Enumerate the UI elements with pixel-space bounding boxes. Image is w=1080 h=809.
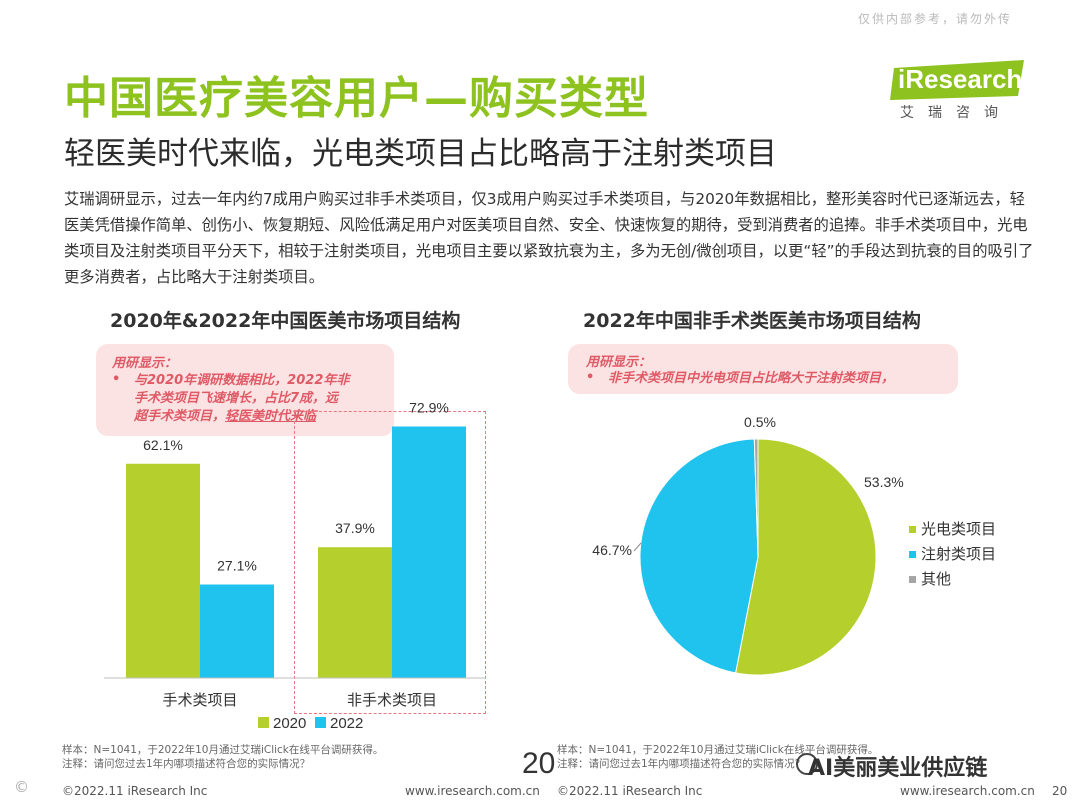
copyright-right: ©2022.11 iResearch Inc: [557, 784, 703, 798]
page-number-small: 20: [1052, 784, 1068, 798]
x-tick-label-0: 手术类项目: [162, 691, 237, 709]
pie-slice-1: [639, 438, 759, 674]
bar-2022-1: [392, 426, 466, 678]
page-title: 中国医疗美容用户—购买类型: [64, 73, 649, 124]
pie-legend-label-0: 光电类项目: [921, 520, 996, 538]
callout-left-body: 与2020年调研数据相比，2022年非 手术类项目飞速增长，占比7成，远 超手术…: [134, 372, 390, 426]
bar-label-2022-1: 72.9%: [409, 399, 449, 415]
callout-left-head: 用研显示：: [112, 356, 178, 371]
legend-label-2022: 2022: [330, 715, 363, 732]
pie-legend-swatch-1: [909, 551, 916, 558]
bar-label-2020-0: 62.1%: [143, 437, 183, 453]
callout-right-body: 非手术类项目中光电项目占比略大于注射类项目，: [608, 371, 895, 386]
pie-legend-label-1: 注射类项目: [921, 545, 996, 563]
legend-swatch-2020: [258, 717, 269, 728]
footer-right-note: 注释：请问您过去1年内哪项描述符合您的实际情况？: [557, 758, 806, 770]
bar-2020-1: [318, 547, 392, 678]
highlight-dashed-box: [294, 411, 486, 714]
pie-label-1: 46.7%: [592, 542, 632, 558]
callout-left: 用研显示： • 与2020年调研数据相比，2022年非 手术类项目飞速增长，占比…: [96, 344, 394, 436]
iresearch-logo: [890, 60, 1024, 100]
pie-label-2: 0.5%: [744, 414, 776, 430]
page-subtitle: 轻医美时代来临，光电类项目占比略高于注射类项目: [64, 136, 777, 172]
pie-label-0: 53.3%: [864, 474, 904, 490]
callout-left-line3b: 轻医美时代来临: [225, 409, 317, 424]
pie-slice-2: [753, 438, 759, 558]
callout-left-bullet: •: [112, 372, 121, 387]
legend-swatch-2022: [315, 717, 326, 728]
wechat-icon: [796, 753, 818, 775]
confidential-watermark: 仅供内部参考，请勿外传: [857, 12, 1012, 26]
copyright-left: ©2022.11 iResearch Inc: [62, 784, 208, 798]
callout-left-line1: 与2020年调研数据相比，2022年非: [134, 373, 350, 388]
footer-left-note: 注释：请问您过去1年内哪项描述符合您的实际情况？: [62, 758, 311, 770]
pie-legend-swatch-2: [909, 576, 916, 583]
callout-left-line3: 超手术类项目，轻医美时代来临: [134, 408, 390, 426]
callout-left-line2: 手术类项目飞速增长，占比7成，远: [134, 391, 339, 406]
footer-right-sample: 样本：N=1041，于2022年10月通过艾瑞iClick在线平台调研获得。: [557, 744, 879, 756]
pie-legend-swatch-0: [909, 526, 916, 533]
footer-left-sample: 样本：N=1041，于2022年10月通过艾瑞iClick在线平台调研获得。: [62, 744, 384, 756]
callout-left-line3a: 超手术类项目，: [134, 409, 226, 424]
pie-leader-line: [633, 542, 642, 552]
logo-text: iResearch: [898, 64, 1023, 94]
bar-label-2022-0: 27.1%: [217, 558, 257, 574]
bar-2022-0: [200, 584, 274, 678]
logo-cn: 艾瑞咨询: [900, 105, 1012, 121]
bar-2020-0: [126, 463, 200, 678]
callout-right: 用研显示： • 非手术类项目中光电项目占比略大于注射类项目，: [568, 344, 958, 394]
legend-label-2020: 2020: [273, 715, 306, 732]
overlay-brand-watermark: AI美丽美业供应链: [808, 756, 988, 781]
bar-label-2020-1: 37.9%: [335, 520, 375, 536]
page-number-large: 20: [522, 747, 556, 780]
pie-slice-0: [735, 438, 877, 676]
intro-paragraph: 艾瑞调研显示，过去一年内约7成用户购买过非手术类项目，仅3成用户购买过手术类项目…: [64, 190, 1034, 286]
bar-chart-title: 2020年&2022年中国医美市场项目结构: [110, 310, 461, 332]
url-left: www.iresearch.com.cn: [405, 784, 540, 798]
callout-right-head: 用研显示：: [586, 355, 652, 370]
url-right: www.iresearch.com.cn: [900, 784, 1035, 798]
x-tick-label-1: 非手术类项目: [347, 691, 437, 709]
pie-chart-title: 2022年中国非手术类医美市场项目结构: [583, 310, 921, 332]
corner-watermark-icon: ©: [14, 778, 29, 796]
pie-legend-label-2: 其他: [921, 570, 951, 588]
callout-right-bullet: •: [586, 370, 595, 385]
